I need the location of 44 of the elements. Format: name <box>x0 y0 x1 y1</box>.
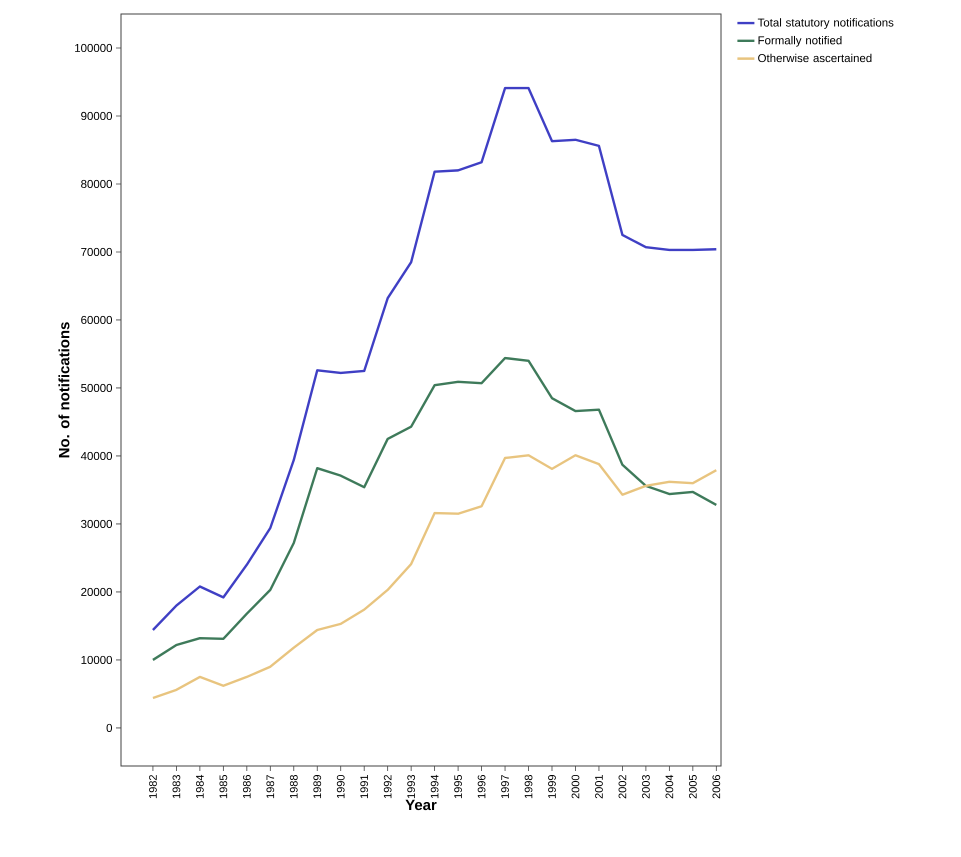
y-tick-label: 20000 <box>81 588 112 596</box>
x-tick-label: 1993 <box>407 775 416 798</box>
y-tick-label: 90000 <box>81 112 112 120</box>
y-tick-label: 70000 <box>81 248 112 256</box>
legend-label: Otherwise ascertained <box>758 54 872 62</box>
x-tick-label: 1987 <box>266 775 274 798</box>
y-tick-label: 40000 <box>80 452 112 460</box>
x-tick-label: 1995 <box>454 774 462 798</box>
x-tick-label: 1990 <box>336 774 345 798</box>
x-tick-label: 1989 <box>313 775 322 798</box>
x-tick-label: 1992 <box>384 775 392 798</box>
x-tick-label: 2001 <box>595 775 603 798</box>
x-tick-label: 1994 <box>430 774 438 798</box>
y-tick-label: 10000 <box>81 656 112 664</box>
x-axis-title: Year <box>405 800 437 810</box>
x-tick-label: 1999 <box>548 775 556 798</box>
x-tick-label: 2000 <box>572 774 580 798</box>
line-series <box>152 356 718 662</box>
x-tick-label: 1982 <box>149 775 157 798</box>
y-tick-label: 0 <box>106 724 112 732</box>
x-tick-label: 2003 <box>642 775 650 798</box>
x-tick-label: 1983 <box>172 775 180 798</box>
x-tick-label: 1984 <box>196 774 204 798</box>
line-series <box>152 454 718 700</box>
x-tick-label: 1985 <box>219 774 228 798</box>
y-tick-label: 60000 <box>81 316 112 324</box>
legend-label: Formally notified <box>758 36 842 47</box>
x-tick-label: 2005 <box>688 774 697 798</box>
y-tick-label: 30000 <box>81 520 112 528</box>
y-axis-title: No. of notifications <box>58 322 70 458</box>
legend-label: Total statutory notifications <box>758 18 894 29</box>
y-tick-label: 80000 <box>81 180 112 188</box>
x-tick-label: 1998 <box>524 775 532 798</box>
y-tick-label: 50000 <box>81 384 112 392</box>
x-tick-label: 1996 <box>478 775 486 798</box>
x-tick-label: 1988 <box>290 775 298 798</box>
x-tick-label: 2002 <box>618 775 626 798</box>
x-tick-label: 1991 <box>360 775 368 798</box>
x-tick-label: 1997 <box>501 775 509 798</box>
line-series <box>152 86 718 632</box>
x-tick-label: 2006 <box>712 775 720 798</box>
x-tick-label: 1986 <box>242 775 251 798</box>
y-tick-label: 100000 <box>75 44 112 52</box>
x-tick-label: 2004 <box>665 774 674 798</box>
